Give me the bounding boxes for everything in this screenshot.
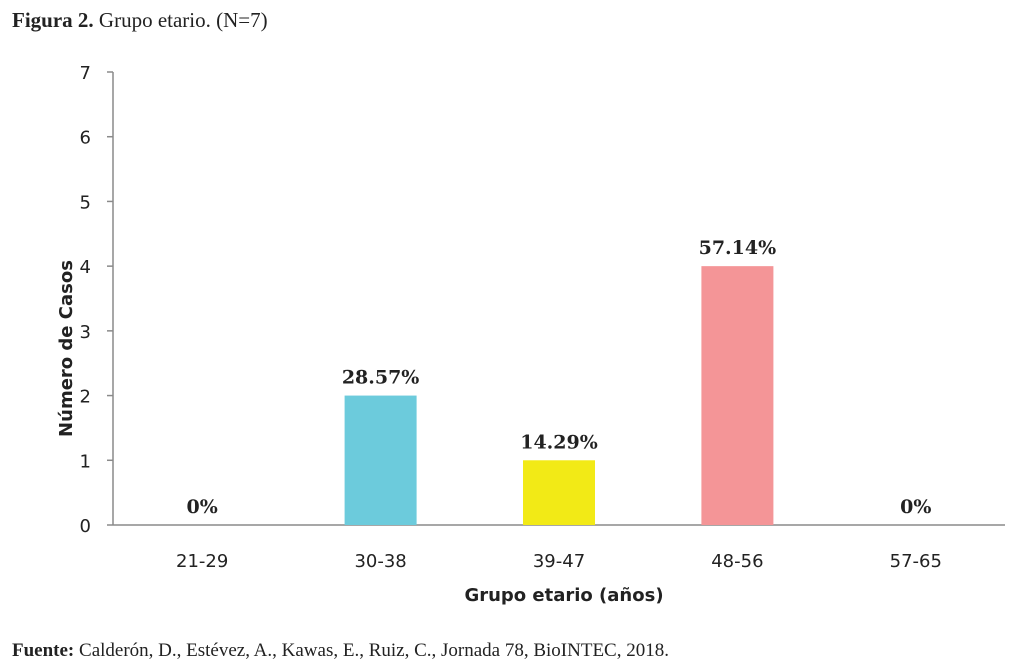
y-tick-label: 4 [80, 257, 91, 278]
source-note: Fuente: Calderón, D., Estévez, A., Kawas… [12, 640, 669, 662]
source-label: Fuente: [12, 640, 75, 661]
x-tick-label-39-47: 39-47 [533, 551, 585, 572]
x-tick-label-57-65: 57-65 [890, 551, 942, 572]
bar-39-47 [523, 460, 595, 525]
x-tick-label-48-56: 48-56 [711, 551, 763, 572]
y-tick-label: 6 [80, 128, 91, 149]
data-label-57-65: 0% [900, 496, 931, 518]
x-tick-label-21-29: 21-29 [176, 551, 228, 572]
y-tick-label: 3 [80, 322, 91, 343]
data-label-39-47: 14.29% [520, 431, 598, 453]
data-label-30-38: 28.57% [342, 367, 420, 389]
y-tick-label: 7 [80, 63, 91, 84]
data-label-48-56: 57.14% [699, 237, 777, 259]
figure-caption: Figura 2. Grupo etario. (N=7) [12, 8, 268, 33]
y-tick-label: 1 [80, 451, 91, 472]
x-tick-label-30-38: 30-38 [354, 551, 406, 572]
data-label-21-29: 0% [187, 496, 218, 518]
figure-caption-label: Figura 2. [12, 8, 94, 32]
bar-48-56 [701, 266, 774, 525]
y-axis-title: Número de Casos [56, 260, 77, 437]
x-axis-title: Grupo etario (años) [464, 585, 663, 606]
figure-caption-text: Grupo etario. (N=7) [93, 8, 268, 32]
y-tick-label: 0 [80, 516, 91, 537]
source-text: Calderón, D., Estévez, A., Kawas, E., Ru… [74, 640, 669, 661]
bar-30-38 [344, 395, 417, 525]
y-tick-label: 2 [80, 387, 91, 408]
y-tick-label: 5 [80, 192, 91, 213]
